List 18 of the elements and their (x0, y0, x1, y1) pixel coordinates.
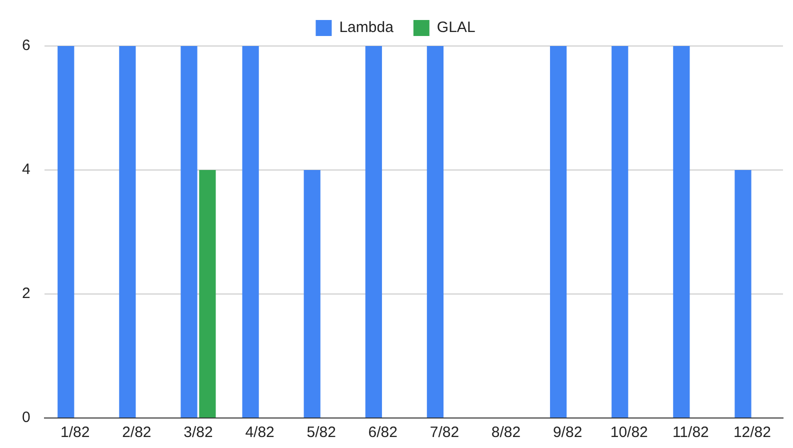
y-tick-label: 6 (22, 37, 30, 54)
x-tick-label: 7/82 (430, 424, 460, 442)
x-tick-label: 4/82 (245, 424, 274, 442)
x-tick-label: 12/82 (733, 424, 771, 442)
legend-label: Lambda (339, 19, 394, 36)
x-tick-label: 9/82 (552, 424, 582, 442)
x-tick-label: 6/82 (368, 424, 398, 442)
y-tick-label: 2 (22, 285, 30, 302)
x-tick-label: 10/82 (610, 424, 648, 442)
legend-label: GLAL (436, 19, 476, 36)
y-tick-label: 0 (22, 409, 30, 426)
y-tick-label: 4 (22, 161, 30, 178)
x-tick-label: 5/82 (306, 424, 336, 442)
x-tick-label: 3/82 (184, 424, 213, 442)
x-tick-label: 11/82 (672, 424, 709, 442)
x-tick-label: 2/82 (122, 424, 152, 442)
x-tick-label: 8/82 (491, 424, 521, 442)
x-tick-label: 1/82 (60, 424, 90, 442)
